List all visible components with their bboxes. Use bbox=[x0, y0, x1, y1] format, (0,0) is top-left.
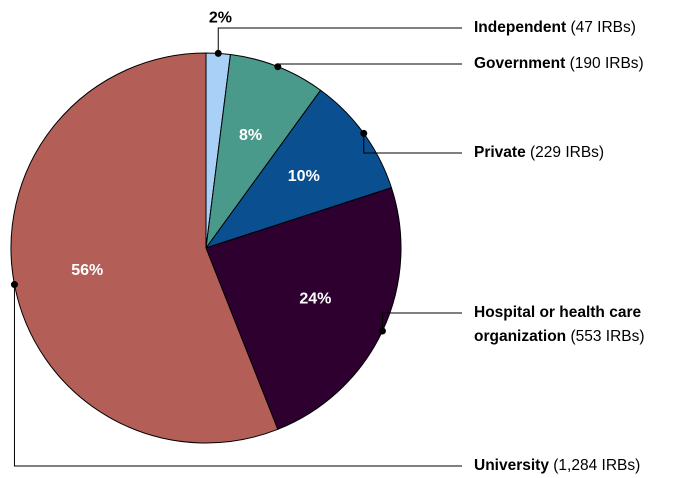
leader-dot bbox=[378, 327, 386, 335]
value-label: 10% bbox=[288, 168, 320, 185]
category-name: Independent bbox=[474, 19, 567, 36]
category-name: Hospital or health care organization bbox=[474, 304, 642, 345]
leader-line bbox=[217, 27, 462, 54]
category-note: (1,284 IRBs) bbox=[553, 457, 641, 474]
leader-line bbox=[277, 63, 462, 67]
category-name: Government bbox=[474, 55, 566, 72]
category-note: (229 IRBs) bbox=[530, 144, 605, 161]
legend-label: Private (229 IRBs) bbox=[474, 141, 680, 165]
legend-label: Government (190 IRBs) bbox=[474, 52, 680, 76]
leader-dot bbox=[10, 281, 18, 289]
leader-dot bbox=[360, 129, 368, 137]
category-note: (553 IRBs) bbox=[570, 328, 645, 345]
value-label: 56% bbox=[71, 262, 103, 279]
category-name: University bbox=[474, 457, 549, 474]
leader-dot bbox=[214, 49, 222, 57]
legend-label: Hospital or health care organization (55… bbox=[474, 301, 680, 349]
leader-line bbox=[13, 284, 462, 467]
value-label: 24% bbox=[299, 291, 331, 308]
value-label: 2% bbox=[209, 10, 232, 27]
category-note: (190 IRBs) bbox=[569, 55, 644, 72]
category-note: (47 IRBs) bbox=[570, 19, 636, 36]
leader-line bbox=[363, 133, 462, 154]
value-label: 8% bbox=[239, 127, 262, 144]
legend-label: Independent (47 IRBs) bbox=[474, 16, 680, 40]
leader-dot bbox=[274, 63, 282, 71]
category-name: Private bbox=[474, 144, 526, 161]
leader-line bbox=[381, 312, 462, 332]
legend-label: University (1,284 IRBs) bbox=[474, 454, 680, 478]
